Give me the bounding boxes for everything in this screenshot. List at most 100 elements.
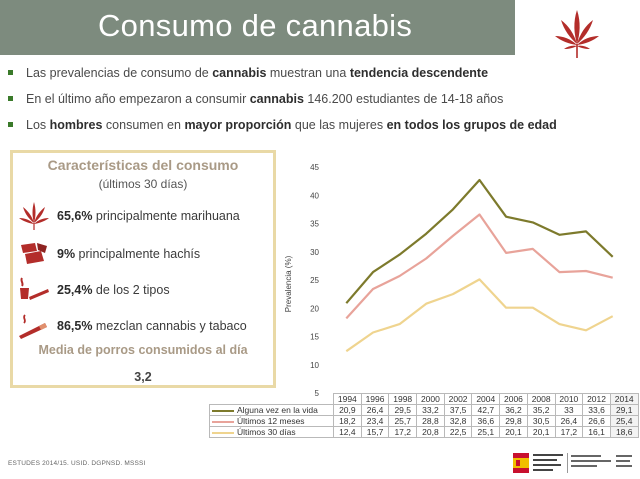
data-label: 20,8 (416, 426, 445, 438)
legend-line-icon (212, 420, 234, 423)
data-label: 25,1 (471, 426, 501, 438)
bullet-square-icon (8, 96, 13, 101)
bullet-text: Los hombres consumen en mayor proporción… (26, 118, 557, 132)
bullet-square-icon (8, 70, 13, 75)
x-tick-label: 2014 (609, 393, 639, 405)
data-label: 23,4 (360, 415, 390, 427)
data-label: 25,4 (609, 415, 639, 427)
data-label: 26,6 (582, 415, 611, 427)
data-label: 30,5 (526, 415, 556, 427)
x-tick-label: 2004 (471, 393, 501, 405)
bullet-item: En el último año empezaron a consumir ca… (8, 90, 633, 116)
data-label: 17,2 (388, 426, 418, 438)
table-row: Últimos 12 meses 18,2 23,4 25,7 28,8 32,8 36,6… (209, 415, 639, 427)
source-footer: ESTUDES 2014/15. USID. DGPNSD. MSSSI (8, 460, 146, 467)
data-label: 33,6 (582, 404, 611, 416)
characteristics-title: Características del consumo (47, 157, 239, 173)
data-label: 18,2 (333, 415, 362, 427)
x-tick-label: 2010 (554, 393, 584, 405)
feature-marihuana: 65,6% principalmente marihuana (17, 201, 272, 231)
media-porros-value: 3,2 (134, 370, 152, 384)
feature-text: 86,5% mezclan cannabis y tabaco (57, 319, 247, 333)
y-tick-label: 35 (310, 220, 319, 229)
data-label: 29,5 (388, 404, 418, 416)
data-label: 42,7 (471, 404, 501, 416)
data-label: 20,9 (333, 404, 362, 416)
feature-hachis: 9% principalmente hachís (17, 239, 272, 269)
feature-text: 25,4% de los 2 tipos (57, 283, 170, 297)
x-tick-label: 1998 (388, 393, 418, 405)
data-label: 29,8 (499, 415, 528, 427)
data-label: 26,4 (360, 404, 390, 416)
data-label: 15,7 (360, 426, 390, 438)
data-label: 12,4 (333, 426, 362, 438)
series-line (345, 213, 613, 320)
series-line (345, 278, 614, 353)
data-label: 20,1 (499, 426, 528, 438)
hashish-icon (21, 243, 47, 264)
series-line (345, 178, 614, 304)
bullet-item: Las prevalencias de consumo de cannabis … (8, 64, 633, 90)
data-label: 35,2 (526, 404, 556, 416)
media-porros-label: Media de porros consumidos al día (38, 343, 248, 357)
data-label: 18,6 (609, 426, 639, 438)
data-table: 1994 1996 1998 2000 2002 2004 2006 2008 2010 2012… (209, 393, 639, 438)
pipe-joint-icon (20, 277, 49, 300)
legend-label: Últimos 30 días (237, 427, 296, 437)
data-label: 28,8 (416, 415, 445, 427)
page-title: Consumo de cannabis (98, 8, 413, 43)
bullet-list: Las prevalencias de consumo de cannabis … (8, 64, 633, 142)
cannabis-leaf-logo-icon (555, 10, 599, 58)
data-label: 32,8 (443, 415, 473, 427)
data-label: 29,1 (609, 404, 639, 416)
series-lines (345, 178, 614, 353)
bullet-square-icon (8, 122, 13, 127)
y-tick-label: 10 (310, 361, 319, 370)
data-label: 17,2 (554, 426, 584, 438)
legend-line-icon (212, 409, 234, 412)
legend-entry: Últimos 12 meses (209, 415, 334, 427)
table-header-row: 1994 1996 1998 2000 2002 2004 2006 2008 2010 2012… (209, 393, 639, 405)
data-label: 37,5 (443, 404, 473, 416)
bullet-item: Los hombres consumen en mayor proporción… (8, 116, 633, 142)
x-tick-label: 2000 (416, 393, 445, 405)
x-tick-label: 2008 (526, 393, 556, 405)
marijuana-leaf-icon (19, 202, 49, 230)
data-label: 33 (554, 404, 584, 416)
data-label: 26,4 (554, 415, 584, 427)
x-tick-label: 1996 (360, 393, 390, 405)
feature-text: 9% principalmente hachís (57, 247, 201, 261)
title-bar: Consumo de cannabis (0, 0, 515, 55)
y-tick-label: 30 (310, 248, 319, 257)
table-row: Alguna vez en la vida 20,9 26,4 29,5 33,2 37,… (209, 404, 639, 416)
x-tick-label: 2006 (499, 393, 528, 405)
legend-line-icon (212, 431, 234, 434)
table-row: Últimos 30 días 12,4 15,7 17,2 20,8 22,5 25,1 2… (209, 426, 639, 438)
y-axis-label: Prevalencia (%) (284, 255, 293, 312)
y-tick-label: 45 (310, 163, 319, 172)
legend-label: Últimos 12 meses (237, 416, 305, 426)
data-label: 20,1 (526, 426, 556, 438)
feature-tabaco: 86,5% mezclan cannabis y tabaco (17, 311, 272, 341)
data-label: 16,1 (582, 426, 611, 438)
characteristics-subtitle: (últimos 30 días) (98, 177, 188, 191)
feature-ambos: 25,4% de los 2 tipos (17, 275, 272, 305)
consumption-characteristics-box: Características del consumo (últimos 30 … (10, 150, 276, 388)
data-label: 36,2 (499, 404, 528, 416)
data-label: 25,7 (388, 415, 418, 427)
data-label: 33,2 (416, 404, 445, 416)
legend-label: Alguna vez en la vida (237, 405, 318, 415)
y-tick-label: 15 (310, 333, 319, 342)
x-tick-label: 2002 (443, 393, 473, 405)
x-tick-label: 2012 (582, 393, 611, 405)
x-tick-label: 1994 (333, 393, 362, 405)
legend-entry: Alguna vez en la vida (209, 404, 334, 416)
feature-text: 65,6% principalmente marihuana (57, 209, 240, 223)
y-tick-label: 20 (310, 304, 319, 313)
data-label: 36,6 (471, 415, 501, 427)
ministry-logo-icon (511, 450, 636, 476)
cigarette-icon (19, 314, 47, 339)
y-tick-label: 40 (310, 191, 319, 200)
legend-entry: Últimos 30 días (209, 426, 334, 438)
